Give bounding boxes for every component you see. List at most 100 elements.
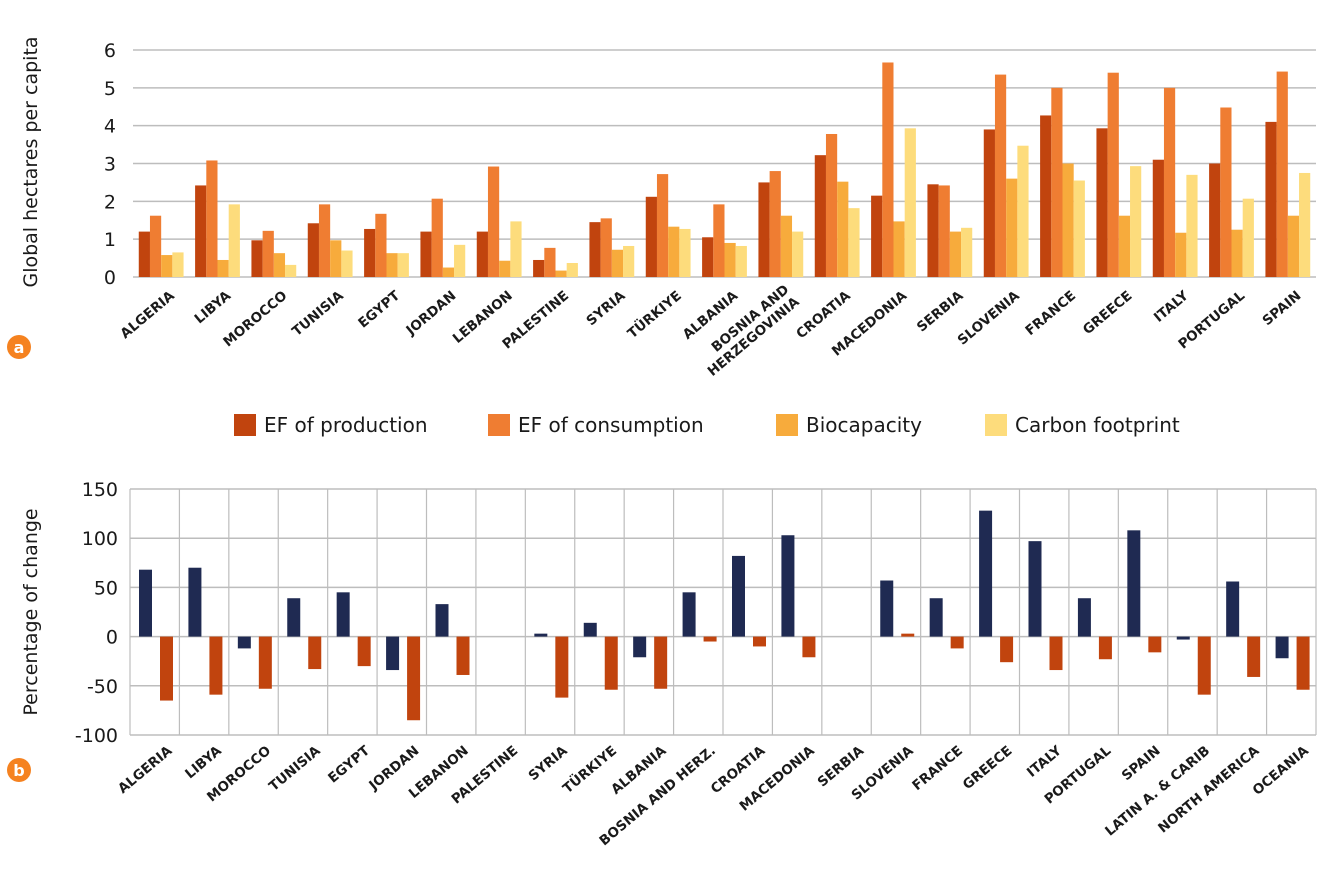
y-tick-label-a: 6 (104, 40, 116, 62)
bar-ef-of-production (138, 231, 150, 277)
bar-carbon-footprint (1242, 198, 1254, 277)
legend-label: Biocapacity (806, 413, 922, 437)
bar-ef-of-consumption (713, 204, 725, 277)
bar-change-navy (188, 567, 202, 637)
bar-ef-of-consumption (1107, 72, 1119, 277)
chart-legend: EF of production EF of consumption Biocapa… (234, 413, 1180, 437)
bar-ef-of-production (1209, 163, 1221, 277)
bar-change-navy (1226, 581, 1240, 637)
bar-ef-of-consumption (431, 198, 443, 277)
bar-ef-of-production (476, 231, 488, 277)
bar-change-red (1296, 636, 1310, 690)
y-tick-label-b: 0 (106, 627, 118, 649)
bar-biocapacity (780, 215, 793, 277)
bar-change-navy (633, 636, 647, 658)
bar-ef-of-consumption (600, 218, 612, 277)
legend-swatch (985, 414, 1007, 436)
panel-badge-a (7, 335, 31, 359)
bar-change-navy (386, 636, 400, 671)
bar-carbon-footprint (904, 128, 916, 277)
x-tick-label-a: ALGERIA (117, 287, 178, 342)
bar-biocapacity (837, 181, 849, 277)
bar-change-red (1098, 636, 1112, 660)
bar-change-navy (336, 592, 350, 637)
bar-change-red (604, 636, 618, 690)
x-tick-label-b: FRANCE (909, 743, 966, 794)
x-tick-label-b: OCEANIA (1250, 742, 1313, 798)
y-tick-label-a: 3 (104, 154, 116, 176)
bar-change-red (703, 636, 717, 642)
bar-change-red (407, 636, 421, 721)
x-tick-label-b: SYRIA (526, 742, 571, 784)
bar-change-navy (583, 622, 597, 637)
y-tick-label-a: 2 (104, 191, 116, 213)
bar-carbon-footprint (848, 208, 860, 277)
bar-biocapacity (217, 259, 229, 277)
bar-change-navy (287, 598, 301, 637)
bar-carbon-footprint (454, 244, 466, 277)
y-tick-label-b: 150 (82, 479, 118, 501)
bar-change-red (209, 636, 223, 695)
bar-ef-of-production (814, 155, 826, 277)
y-axis-title-b: Percentage of change (20, 508, 42, 715)
y-tick-label-b: -50 (87, 676, 118, 698)
bar-change-navy (139, 569, 152, 637)
bar-ef-of-consumption (656, 174, 669, 277)
x-tick-label-b: TUNISIA (266, 742, 324, 794)
bar-change-navy (929, 598, 943, 637)
bar-carbon-footprint (172, 252, 184, 277)
bar-change-red (753, 636, 766, 647)
bar-ef-of-consumption (149, 215, 162, 277)
bar-ef-of-production (983, 129, 995, 277)
bar-change-navy (1176, 636, 1190, 640)
bar-carbon-footprint (397, 253, 409, 277)
bar-ef-of-consumption (487, 166, 500, 277)
bar-change-navy (781, 535, 795, 637)
bar-ef-of-consumption (769, 171, 781, 277)
y-tick-label-a: 5 (104, 78, 116, 100)
bar-ef-of-production (702, 237, 714, 277)
bar-change-navy (1077, 598, 1091, 637)
bar-biocapacity (668, 226, 680, 277)
bar-biocapacity (1175, 232, 1187, 277)
bar-change-navy (682, 592, 696, 637)
bar-change-navy (979, 510, 993, 637)
bar-ef-of-production (758, 182, 770, 277)
bar-change-red (308, 636, 322, 670)
x-tick-label-a: GREECE (1080, 288, 1136, 338)
bar-ef-of-production (307, 223, 319, 277)
x-tick-label-a: TÜRKIYE (623, 286, 684, 342)
bar-change-navy (1028, 541, 1042, 637)
bar-ef-of-production (420, 231, 432, 277)
bar-ef-of-consumption (375, 213, 387, 277)
bar-change-red (160, 636, 173, 701)
bar-change-red (1247, 636, 1261, 677)
y-tick-label-a: 1 (104, 229, 116, 251)
bar-carbon-footprint (510, 221, 522, 277)
bar-ef-of-production (1096, 128, 1108, 277)
bar-change-navy (1275, 636, 1289, 659)
bar-change-red (901, 633, 915, 637)
x-tick-label-a: ITALY (1151, 288, 1192, 326)
x-tick-label-b: GREECE (960, 743, 1016, 793)
y-tick-label-b: 100 (82, 528, 118, 550)
bar-carbon-footprint (623, 245, 635, 277)
y-tick-label-a: 0 (104, 267, 116, 289)
bar-carbon-footprint (961, 227, 973, 277)
bar-carbon-footprint (341, 250, 353, 277)
bar-change-red (1000, 636, 1014, 663)
bar-biocapacity (1287, 215, 1300, 277)
bar-biocapacity (386, 253, 398, 277)
bar-ef-of-consumption (1220, 107, 1232, 277)
x-tick-label-b: LIBYA (182, 742, 225, 782)
bar-change-navy (732, 555, 745, 637)
bar-carbon-footprint (1017, 145, 1029, 277)
bar-biocapacity (1118, 215, 1131, 277)
bar-change-red (258, 636, 272, 689)
bar-biocapacity (1062, 163, 1074, 277)
bar-biocapacity (724, 242, 736, 277)
bar-carbon-footprint (228, 204, 240, 277)
